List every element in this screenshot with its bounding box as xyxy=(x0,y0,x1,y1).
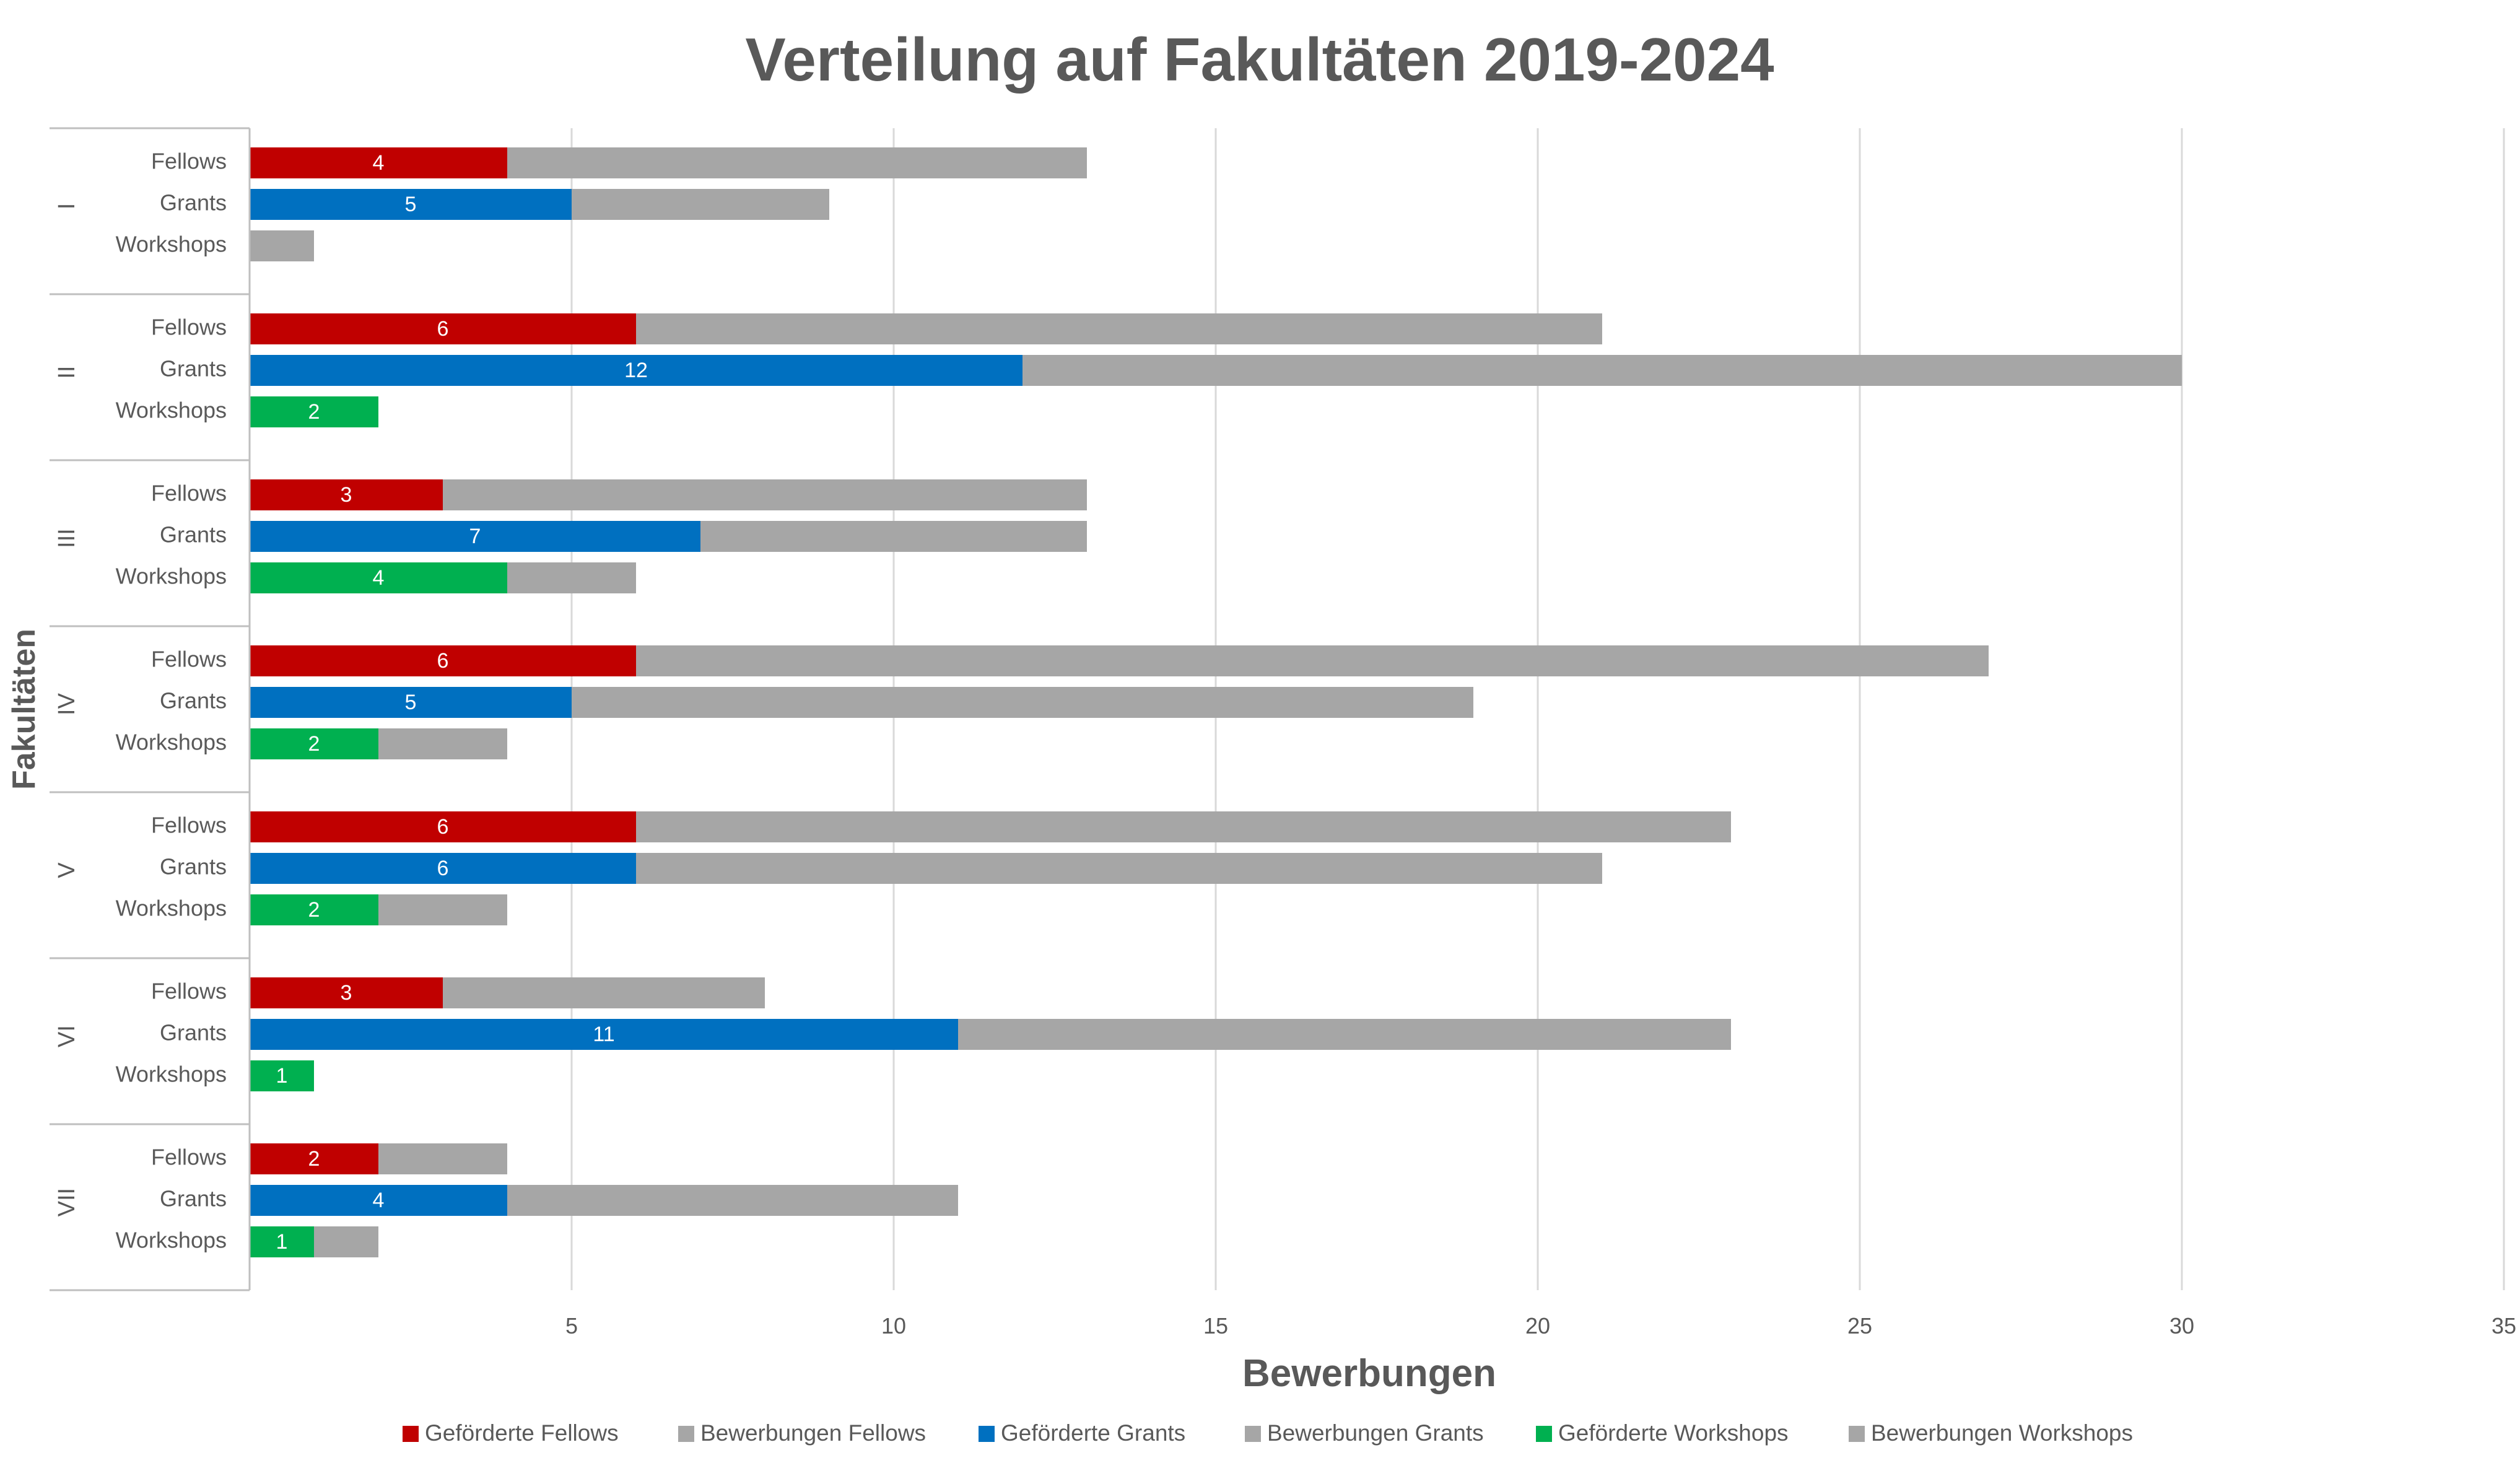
bar-gefoerderte-grants xyxy=(250,687,572,718)
data-label: 2 xyxy=(308,898,320,922)
bar-gefoerderte-workshops xyxy=(250,728,378,759)
data-label: 6 xyxy=(437,857,449,880)
data-label: 5 xyxy=(405,691,417,714)
bar-gefoerderte-fellows xyxy=(250,977,443,1008)
data-label: 6 xyxy=(437,317,449,341)
subcategory-label: Workshops xyxy=(116,1062,227,1087)
data-label: 11 xyxy=(593,1023,614,1046)
x-tick-label: 10 xyxy=(881,1313,906,1338)
data-label: 4 xyxy=(373,151,385,175)
data-label: 3 xyxy=(341,483,352,507)
data-label: 4 xyxy=(373,1189,385,1212)
x-tick-label: 5 xyxy=(565,1313,578,1338)
legend-swatch xyxy=(1536,1426,1552,1442)
faculty-label: V xyxy=(54,862,80,878)
subcategory-label: Fellows xyxy=(151,315,227,340)
legend-label: Geförderte Workshops xyxy=(1558,1420,1789,1446)
subcategory-label: Fellows xyxy=(151,1145,227,1170)
legend: Geförderte Fellows Bewerbungen Fellows Gef… xyxy=(403,1420,2133,1446)
bar-gefoerderte-grants xyxy=(250,189,572,220)
legend-label: Geförderte Fellows xyxy=(425,1420,619,1446)
legend-swatch xyxy=(403,1426,419,1442)
data-label: 5 xyxy=(405,193,417,216)
bar-bewerbungen-workshops xyxy=(250,230,314,261)
x-tick-label: 20 xyxy=(1525,1313,1550,1338)
subcategory-label: Grants xyxy=(160,854,227,880)
subcategory-label: Workshops xyxy=(116,564,227,589)
x-axis-title: Bewerbungen xyxy=(1242,1352,1496,1395)
x-tick-label: 30 xyxy=(2169,1313,2194,1338)
data-label: 12 xyxy=(624,359,648,382)
x-tick-label: 25 xyxy=(1847,1313,1872,1338)
bar-gefoerderte-workshops xyxy=(250,396,378,427)
bar-gefoerderte-fellows xyxy=(250,147,507,178)
bar-gefoerderte-fellows xyxy=(250,313,636,344)
subcategory-label: Fellows xyxy=(151,647,227,672)
data-label: 6 xyxy=(437,649,449,673)
subcategory-label: Workshops xyxy=(116,896,227,921)
faculty-label: II xyxy=(54,365,80,378)
data-label: 7 xyxy=(469,525,481,548)
legend-swatch xyxy=(1245,1426,1261,1442)
legend-label: Bewerbungen Fellows xyxy=(700,1420,926,1446)
data-label: 2 xyxy=(308,400,320,424)
subcategory-label: Workshops xyxy=(116,232,227,257)
bar-gefoerderte-grants xyxy=(250,1019,958,1050)
axis-layer: 5 10 15 20 25 30 35IFellowsGrantsWorkshopsIIFe… xyxy=(50,127,2516,1338)
subcategory-label: Fellows xyxy=(151,149,227,174)
data-label: 1 xyxy=(276,1230,288,1254)
subcategory-label: Fellows xyxy=(151,481,227,506)
subcategory-label: Fellows xyxy=(151,813,227,838)
x-tick-label: 35 xyxy=(2492,1313,2516,1338)
bar-gefoerderte-workshops xyxy=(250,894,378,925)
subcategory-label: Grants xyxy=(160,356,227,382)
bar-gefoerderte-grants xyxy=(250,853,636,884)
subcategory-label: Grants xyxy=(160,688,227,714)
faculty-label: IV xyxy=(54,692,80,715)
faculty-label: III xyxy=(54,528,80,548)
bar-gefoerderte-workshops xyxy=(250,562,507,593)
legend-swatch xyxy=(678,1426,694,1442)
legend-label: Geförderte Grants xyxy=(1001,1420,1185,1446)
y-axis-title: Fakultäten xyxy=(6,629,42,790)
subcategory-label: Grants xyxy=(160,1020,227,1046)
bar-gefoerderte-workshops xyxy=(250,1226,314,1257)
subcategory-label: Workshops xyxy=(116,1228,227,1253)
data-label: 3 xyxy=(341,981,352,1005)
faculty-label: VI xyxy=(54,1025,80,1047)
legend-label: Bewerbungen Workshops xyxy=(1871,1420,2133,1446)
data-label: 2 xyxy=(308,1147,320,1171)
bar-gefoerderte-fellows xyxy=(250,645,636,676)
data-label: 4 xyxy=(373,566,385,590)
bar-gefoerderte-fellows xyxy=(250,479,443,510)
data-label: 2 xyxy=(308,732,320,756)
subcategory-label: Fellows xyxy=(151,979,227,1004)
subcategory-label: Grants xyxy=(160,1186,227,1212)
data-label: 1 xyxy=(276,1064,288,1088)
bar-gefoerderte-workshops xyxy=(250,1060,314,1091)
subcategory-label: Grants xyxy=(160,190,227,216)
data-label: 6 xyxy=(437,815,449,839)
faculty-label: VII xyxy=(54,1188,80,1216)
bar-gefoerderte-grants xyxy=(250,521,700,552)
subcategory-label: Workshops xyxy=(116,730,227,755)
faculty-label: I xyxy=(54,203,80,210)
bar-gefoerderte-grants xyxy=(250,355,1022,386)
subcategory-label: Grants xyxy=(160,522,227,548)
subcategory-label: Workshops xyxy=(116,398,227,423)
legend-swatch xyxy=(1849,1426,1865,1442)
x-tick-label: 15 xyxy=(1203,1313,1228,1338)
bar-gefoerderte-fellows xyxy=(250,1143,378,1174)
chart-title: Verteilung auf Fakultäten 2019-2024 xyxy=(745,25,1774,94)
bar-gefoerderte-grants xyxy=(250,1185,507,1216)
legend-swatch xyxy=(979,1426,995,1442)
bar-gefoerderte-fellows xyxy=(250,811,636,842)
legend-label: Bewerbungen Grants xyxy=(1267,1420,1484,1446)
